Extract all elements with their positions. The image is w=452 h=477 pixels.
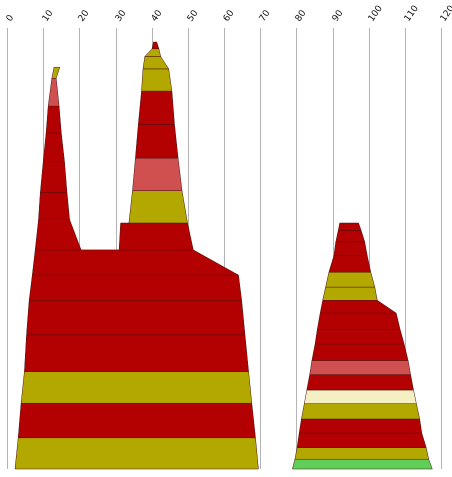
band-olive (20, 371, 253, 404)
band-olive (325, 271, 376, 288)
band-red (151, 41, 160, 50)
band-red (38, 192, 70, 220)
band-red (337, 222, 362, 231)
x-tick-label: 0 (5, 13, 17, 24)
band-red (317, 312, 401, 330)
plot-shapes (14, 41, 433, 470)
x-tick-label: 70 (258, 8, 273, 23)
band-red (26, 300, 246, 336)
band-red (42, 132, 65, 162)
band-cream (304, 389, 417, 404)
x-tick-label: 40 (150, 8, 165, 23)
band-red (34, 219, 82, 251)
band-olive (294, 447, 430, 460)
band-red (311, 343, 409, 361)
x-tick-label: 60 (222, 8, 237, 23)
x-tick-label: 80 (294, 8, 309, 23)
band-red (17, 402, 256, 439)
band-olive (128, 190, 188, 224)
band-red (28, 274, 242, 302)
x-tick-label: 90 (331, 8, 346, 23)
band-olive (51, 66, 61, 79)
band-red (40, 161, 68, 193)
band-pink (309, 360, 411, 375)
band-olive (301, 403, 421, 420)
shape-2 (292, 222, 433, 470)
band-pink (47, 78, 60, 107)
band-red (306, 374, 414, 391)
x-tick-label: 30 (114, 8, 129, 23)
x-tick-label: 50 (186, 8, 201, 23)
shape-1 (14, 41, 259, 470)
band-red (135, 124, 179, 159)
band-red (314, 329, 405, 345)
band-red (335, 230, 366, 243)
band-red (298, 418, 423, 434)
band-olive (144, 48, 162, 57)
band-olive (14, 437, 259, 470)
x-tick-label: 120 (439, 4, 452, 24)
x-tick-label: 10 (41, 8, 56, 23)
x-axis-ticks: 0 10 20 30 40 50 60 70 80 90 100 110 120 (5, 4, 452, 24)
band-pink (132, 157, 183, 191)
x-tick-label: 100 (367, 4, 385, 24)
band-olive (322, 286, 378, 301)
band-red (32, 249, 240, 276)
band-red (45, 105, 62, 134)
band-red (319, 300, 398, 314)
band-red (118, 222, 194, 251)
x-tick-label: 20 (77, 8, 92, 23)
band-red (296, 432, 427, 448)
band-red (328, 255, 372, 273)
band-red (333, 241, 368, 256)
band-red (24, 334, 249, 372)
band-olive (141, 68, 173, 92)
band-olive (142, 56, 170, 70)
band-green (292, 458, 433, 470)
band-red (138, 90, 175, 125)
x-tick-label: 110 (403, 4, 421, 24)
